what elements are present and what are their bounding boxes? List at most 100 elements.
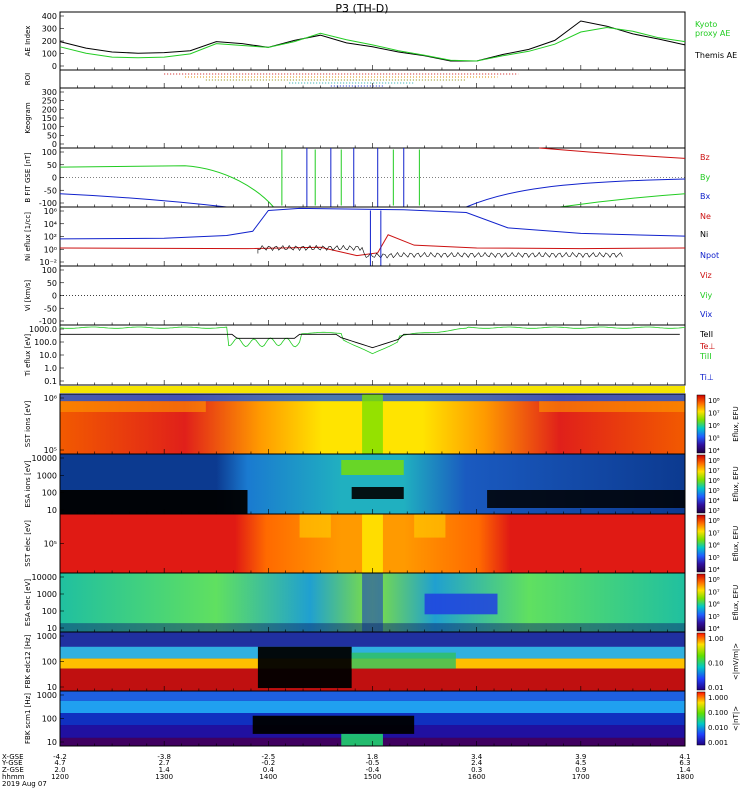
esa_i-cbar-tick: 10⁶ [708,477,720,485]
bfit-ytick-label: 0 [52,174,57,183]
esa_i-ytick-label: 100 [42,489,57,498]
esa_i-cbar-tick: 10⁸ [708,457,720,465]
series-ni [257,244,623,259]
time-axis-hhmm: 1300 [155,773,173,781]
keogram-ylabel: Keogram [24,102,32,133]
legend-bz: Bz [700,153,710,162]
ae-ytick-label: 400 [42,12,57,21]
legend-ni: Ni [700,230,708,239]
ae-ytick-label: 100 [42,50,57,59]
keogram-ytick-label: 0 [52,140,57,149]
ni-ytick-label: 10⁶ [44,207,57,216]
sst_e-cbar-tick: 10⁵ [708,554,720,562]
time-axis-hhmm: 1500 [364,773,382,781]
spectrogram-band [257,646,352,689]
sst_e-cbar-tick: 10⁶ [708,542,720,550]
time-axis-row-label: 2019 Aug 07 [2,780,47,788]
ni-ylabel: Ni eflux [1/cc] [24,212,32,261]
sst_e-colorbar [696,514,706,573]
series-npot [59,207,686,240]
ae-ylabel: AE Index [24,26,32,57]
fbk_e-ytick-label: 100 [42,658,57,667]
esa_e-cbar-tick: 10⁵ [708,613,720,621]
esa_i-ylabel: ESA ions [eV] [24,460,32,507]
sst_e-cbar-tick: 10⁷ [708,529,720,537]
vi-ytick-label: 0 [52,292,57,301]
esa_i-cbar-tick: 10⁵ [708,487,720,495]
time-axis-coord: -3.8 [157,753,171,761]
spectrogram-band [60,700,685,713]
series-bx [59,193,227,208]
esa_i-colorbar [696,454,706,514]
time-axis-hhmm: 1600 [468,773,486,781]
legend-teii: TeII [699,330,713,339]
vi-ytick-label: 50 [47,279,57,288]
fbk_b-cbar-label: <|nT|> [732,706,740,731]
time-axis-coord: -0.5 [366,759,380,767]
sst_i-ylabel: SST ions [eV] [24,400,32,447]
legend-kyoto: Kyoto [695,20,717,29]
spectrogram-band [362,394,383,454]
spectrogram-band [362,514,383,573]
vi-ytick-label: 100 [42,266,57,275]
spectrogram-band [299,514,331,538]
series-bz [539,147,686,159]
legend-tiperp: Ti⊥ [699,373,714,382]
ti-ytick-label: 1000.0 [29,325,57,334]
time-axis-coord: 0.9 [575,766,586,774]
fbk_b-ytick-label: 10 [47,738,57,747]
spectrogram-band [60,668,685,691]
sst_e-cbar-label: Eflux, EFU [732,526,740,561]
esa_e-ytick-label: 100 [42,607,57,616]
spectrogram-band [351,487,404,499]
keogram-ytick-label: 200 [42,105,57,114]
ni-ytick-label: 10² [44,233,57,242]
time-axis-coord: 2.4 [471,759,483,767]
bfit-ytick-label: 100 [42,148,57,157]
sst_i-cbar-tick: 10⁸ [708,397,720,405]
ti-ytick-label: 1.0 [44,364,57,373]
esa_e-cbar-tick: 10⁷ [708,588,720,596]
ti-ytick-label: 10.0 [39,351,57,360]
sst_e-cbar-tick: 10⁴ [708,566,720,574]
plot-title: P3 (TH-D) [335,2,388,15]
bfit-ytick-label: -50 [44,186,57,195]
time-axis-coord: 1.4 [159,766,171,774]
esa_e-cbar-tick: 10⁸ [708,576,720,584]
ae-ytick-label: 0 [52,62,57,71]
legend-themis: Themis AE [694,51,737,60]
spectrogram-band [60,401,206,412]
ni-ytick-label: 10⁻² [39,258,57,267]
time-axis-coord: -0.4 [366,766,380,774]
spectrogram-band [252,715,415,734]
esa_i-cbar-label: Eflux, EFU [732,466,740,501]
time-axis-coord: -2.5 [261,753,275,761]
legend-viy: Viy [700,291,713,300]
ni-ytick-label: 10⁰ [44,245,57,254]
esa_i-ytick-label: 1000 [37,471,57,480]
fbk_b-ylabel: FBK scm1 [Hz] [24,693,32,744]
fbk_e-cbar-tick: 0.10 [708,660,724,668]
legend-tiii: TiII [699,352,712,361]
keogram-ytick-label: 300 [42,88,57,97]
legend-viz: Viz [700,271,712,280]
esa_e-ytick-label: 1000 [37,590,57,599]
spectrogram-band [60,490,248,514]
time-axis-coord: 0.3 [471,766,482,774]
series-teii [59,333,680,349]
esa_i-ytick-label: 10 [47,506,57,515]
ti-ytick-label: 0.1 [44,377,57,386]
time-axis-coord: 3.4 [471,753,483,761]
fbk_e-ylabel: FBK edc12 [Hz] [24,634,32,688]
time-axis-coord: 3.9 [575,753,586,761]
ae-frame [59,11,686,71]
fbk_e-ytick-label: 1000 [37,632,57,641]
fbk_b-cbar-tick: 0.010 [708,724,728,732]
series-by [59,165,274,208]
time-axis-coord: 4.5 [575,759,586,767]
position-strip [60,386,685,393]
spectrogram-band [60,691,685,701]
vi-ytick-label: -100 [39,317,57,326]
spectrogram-band [539,401,685,412]
time-axis-hhmm: 1400 [259,773,277,781]
